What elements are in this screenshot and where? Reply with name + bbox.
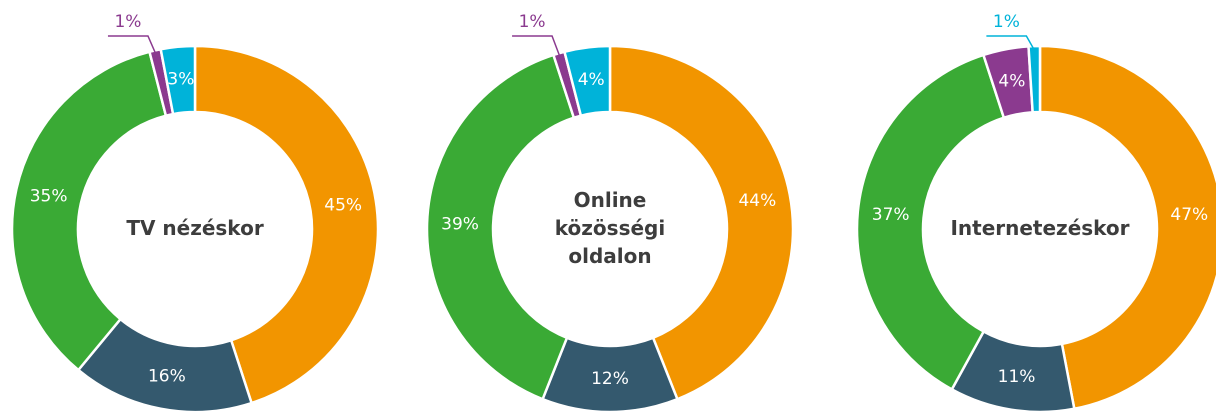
chart-title: Internetezéskor	[950, 216, 1129, 240]
slice-label: 35%	[30, 186, 68, 206]
slice-label: 12%	[591, 369, 629, 389]
leader-line	[986, 35, 1036, 51]
donut-slice	[855, 53, 1006, 392]
donut-slice	[608, 44, 795, 401]
slice-label: 1%	[519, 12, 546, 32]
donut-slice	[425, 53, 576, 401]
slice-label: 3%	[167, 70, 194, 90]
slice-label: 16%	[148, 366, 186, 386]
slice-label: 1%	[993, 12, 1020, 32]
donut-slice	[562, 44, 612, 118]
slice-label: 45%	[324, 196, 362, 216]
slice-label: 1%	[114, 12, 141, 32]
slice-label: 4%	[998, 72, 1025, 92]
leader-line	[512, 35, 561, 58]
slice-label: 47%	[1170, 205, 1208, 225]
donut-slice	[193, 44, 380, 405]
slice-label: 4%	[578, 70, 605, 90]
slice-label: 39%	[441, 214, 479, 234]
slice-label: 11%	[998, 367, 1036, 387]
chart-title: TV nézéskor	[126, 216, 264, 240]
donut-slice	[1038, 44, 1216, 411]
leader-line	[107, 35, 157, 55]
donut-slice	[10, 50, 168, 372]
chart-title: Online közösségi oldalon	[555, 188, 665, 268]
donut-slice	[159, 44, 197, 116]
slice-label: 44%	[738, 191, 776, 211]
slice-label: 37%	[872, 205, 910, 225]
